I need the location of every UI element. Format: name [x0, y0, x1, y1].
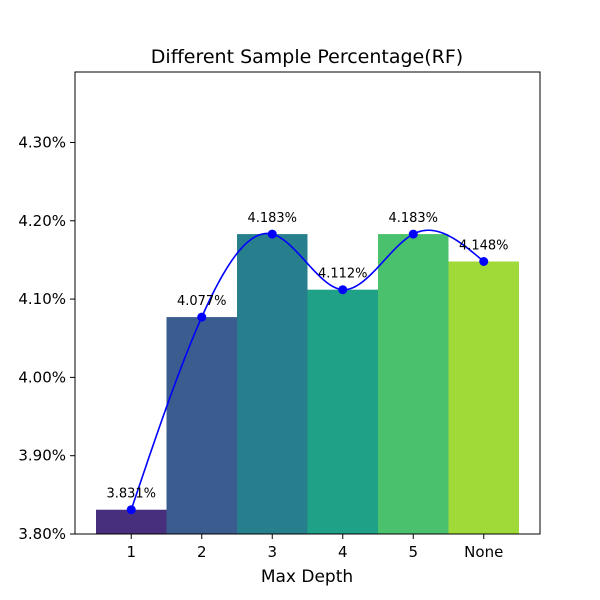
- data-label-1: 3.831%: [106, 487, 156, 502]
- x-axis-label: Max Depth: [261, 567, 353, 587]
- trend-line: [130, 229, 485, 510]
- data-label-4: 4.112%: [318, 267, 368, 282]
- bar-3: [237, 234, 308, 534]
- bar-none: [448, 261, 519, 534]
- bar-2: [166, 317, 237, 534]
- y-axis: 3.80% 3.90% 4.00% 4.10% 4.20% 4.30%: [18, 133, 75, 543]
- data-point-none: [479, 256, 489, 266]
- x-tick-label-1: 1: [126, 543, 136, 561]
- x-tick-label-5: 5: [408, 543, 418, 561]
- bars: [96, 234, 519, 534]
- x-tick-label-2: 2: [197, 543, 207, 561]
- y-tick-label: 4.20%: [18, 212, 66, 230]
- data-point-3: [267, 229, 277, 239]
- chart-title: Different Sample Percentage(RF): [151, 46, 463, 68]
- y-tick-label: 3.90%: [18, 447, 66, 465]
- y-tick-label: 4.10%: [18, 290, 66, 308]
- data-label-3: 4.183%: [247, 211, 297, 226]
- y-tick-label: 4.30%: [18, 133, 66, 151]
- x-tick-label-4: 4: [338, 543, 348, 561]
- bar-4: [307, 289, 378, 534]
- data-labels: 3.831% 4.077% 4.183% 4.112% 4.183% 4.148%: [106, 211, 508, 502]
- x-tick-label-3: 3: [267, 543, 277, 561]
- bar-5: [378, 234, 449, 534]
- markers: [126, 229, 489, 515]
- data-label-none: 4.148%: [459, 238, 509, 253]
- y-tick-label: 3.80%: [18, 525, 66, 543]
- data-point-5: [408, 229, 418, 239]
- plot-frame: [74, 71, 541, 535]
- data-point-2: [197, 312, 207, 322]
- x-axis: 1 2 3 4 5 None: [126, 534, 503, 561]
- data-label-5: 4.183%: [388, 211, 438, 226]
- trend-line-group: [130, 229, 485, 510]
- data-point-4: [338, 285, 348, 295]
- data-label-2: 4.077%: [177, 294, 227, 309]
- data-point-1: [126, 505, 136, 515]
- x-tick-label-none: None: [464, 543, 503, 561]
- y-tick-label: 4.00%: [18, 368, 66, 386]
